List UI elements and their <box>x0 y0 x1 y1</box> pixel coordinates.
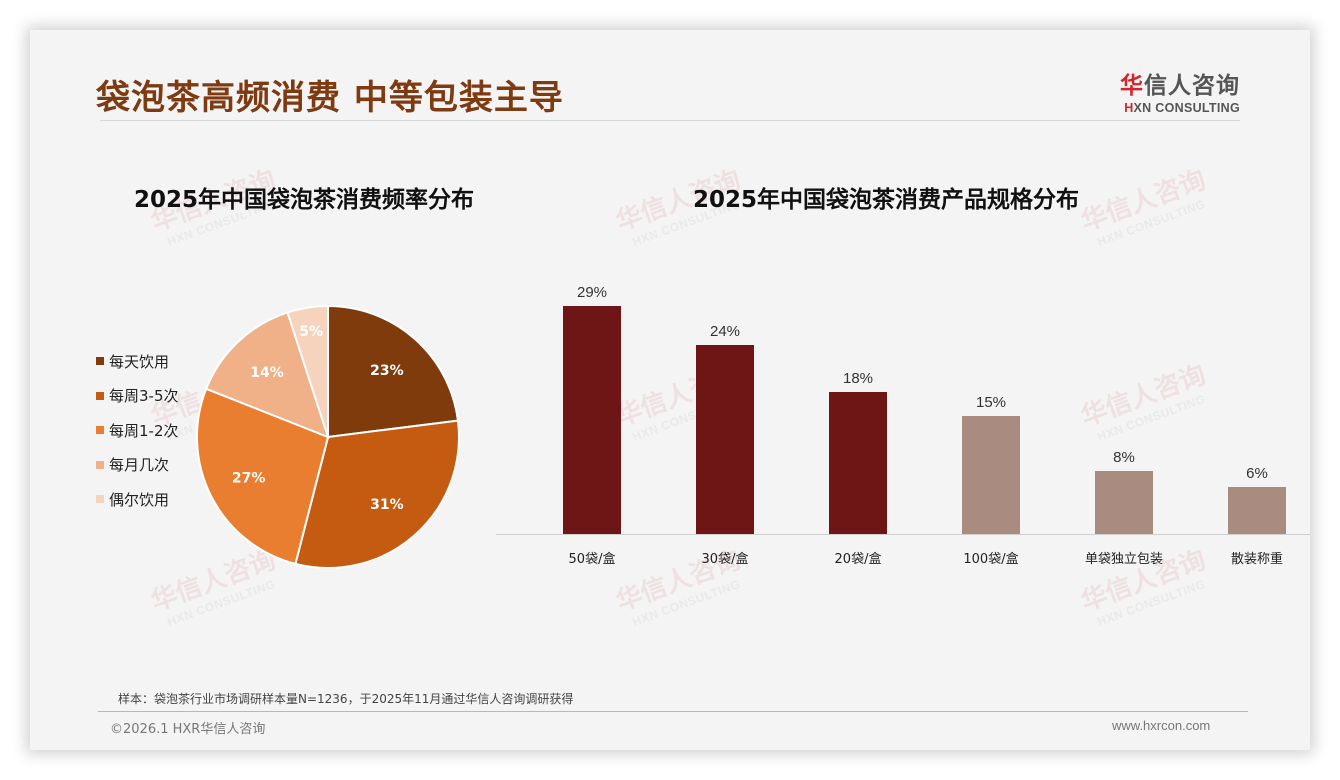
pie-slice <box>294 419 460 569</box>
legend-label: 偶尔饮用 <box>109 490 170 509</box>
x-axis-line <box>496 534 1310 535</box>
pie-legend: 每天饮用每周3-5次 每周1-2次 每月几次偶尔饮用 <box>96 344 179 517</box>
bar-value-label: 15% <box>975 394 1007 412</box>
copyright: ©2026.1 HXR华信人咨询 <box>110 722 266 737</box>
bar-value-label: 8% <box>1113 449 1135 467</box>
legend-item: 每周3-5次 <box>96 379 179 414</box>
legend-label: 每月几次 <box>109 456 170 475</box>
pie-slice <box>196 387 330 566</box>
logo-text: 信人咨询 <box>1144 73 1240 99</box>
website-link: www.hxrcon.com <box>1112 718 1211 733</box>
pie-slice <box>327 304 460 439</box>
pie-slice-label: 23% <box>370 363 404 379</box>
x-axis-category-label: 30袋/盒 <box>701 552 749 567</box>
pie-slice <box>286 304 329 438</box>
bar-value-label: 24% <box>709 323 741 341</box>
legend-item: 每周1-2次 <box>96 413 179 448</box>
bar-chart-title: 2025年中国袋泡茶消费产品规格分布 <box>693 187 1080 213</box>
legend-label: 每周3-5次 <box>109 387 179 406</box>
bar-value-label: 29% <box>576 284 608 301</box>
legend-swatch-icon <box>96 460 104 469</box>
company-logo: 华信人咨询 HXN CONSULTING <box>1120 66 1240 115</box>
pie-slice-label: 27% <box>232 470 266 486</box>
logo-en-text: XN CONSULTING <box>1133 101 1240 115</box>
title-divider <box>100 120 1240 121</box>
logo-en-accent: H <box>1124 101 1134 115</box>
page-title: 袋泡茶高频消费 中等包装主导 <box>96 78 564 118</box>
legend-swatch-icon <box>96 357 104 366</box>
pie-chart-title: 2025年中国袋泡茶消费频率分布 <box>134 187 475 213</box>
legend-swatch-icon <box>96 426 104 435</box>
bar <box>829 392 887 534</box>
slide: 华信人咨询 HXN CONSULTING 华信人咨询 HXN CONSULTING … <box>30 30 1310 750</box>
x-axis-category-label: 50袋/盒 <box>568 552 616 567</box>
legend-label: 每周1-2次 <box>109 421 179 440</box>
bar <box>962 416 1020 534</box>
legend-item: 偶尔饮用 <box>96 482 179 517</box>
x-axis-category-label: 散装称重 <box>1230 552 1283 567</box>
legend-item: 每月几次 <box>96 448 179 483</box>
x-axis-category-label: 单袋独立包装 <box>1084 552 1163 567</box>
bar-value-label: 18% <box>842 370 874 388</box>
bar <box>563 306 621 534</box>
pie-slice-label: 14% <box>250 365 284 381</box>
x-axis-category-label: 100袋/盒 <box>963 552 1019 567</box>
legend-swatch-icon <box>96 391 104 400</box>
bar-chart: 29% 50袋/盒 24% 30袋/盒 18% 20袋/盒 15% 100袋/盒 8% 单袋独立包… <box>496 280 1310 580</box>
bar <box>696 345 754 534</box>
legend-swatch-icon <box>96 495 104 504</box>
sample-note: 样本：袋泡茶行业市场调研样本量N=1236，于2025年11月通过华信人咨询调研… <box>118 692 574 706</box>
bar <box>1228 486 1286 534</box>
pie-slice-label: 31% <box>370 497 404 513</box>
legend-item: 每天饮用 <box>96 344 179 379</box>
x-axis-category-label: 20袋/盒 <box>834 552 882 567</box>
legend-label: 每天饮用 <box>109 352 170 371</box>
footer-divider <box>98 711 1248 712</box>
logo-accent: 华 <box>1120 73 1144 99</box>
bar-value-label: 6% <box>1246 464 1268 482</box>
bar <box>1095 471 1153 534</box>
pie-chart: 23% 31% 27% 14% 5% <box>196 304 460 569</box>
pie-slice-label: 5% <box>299 324 323 340</box>
